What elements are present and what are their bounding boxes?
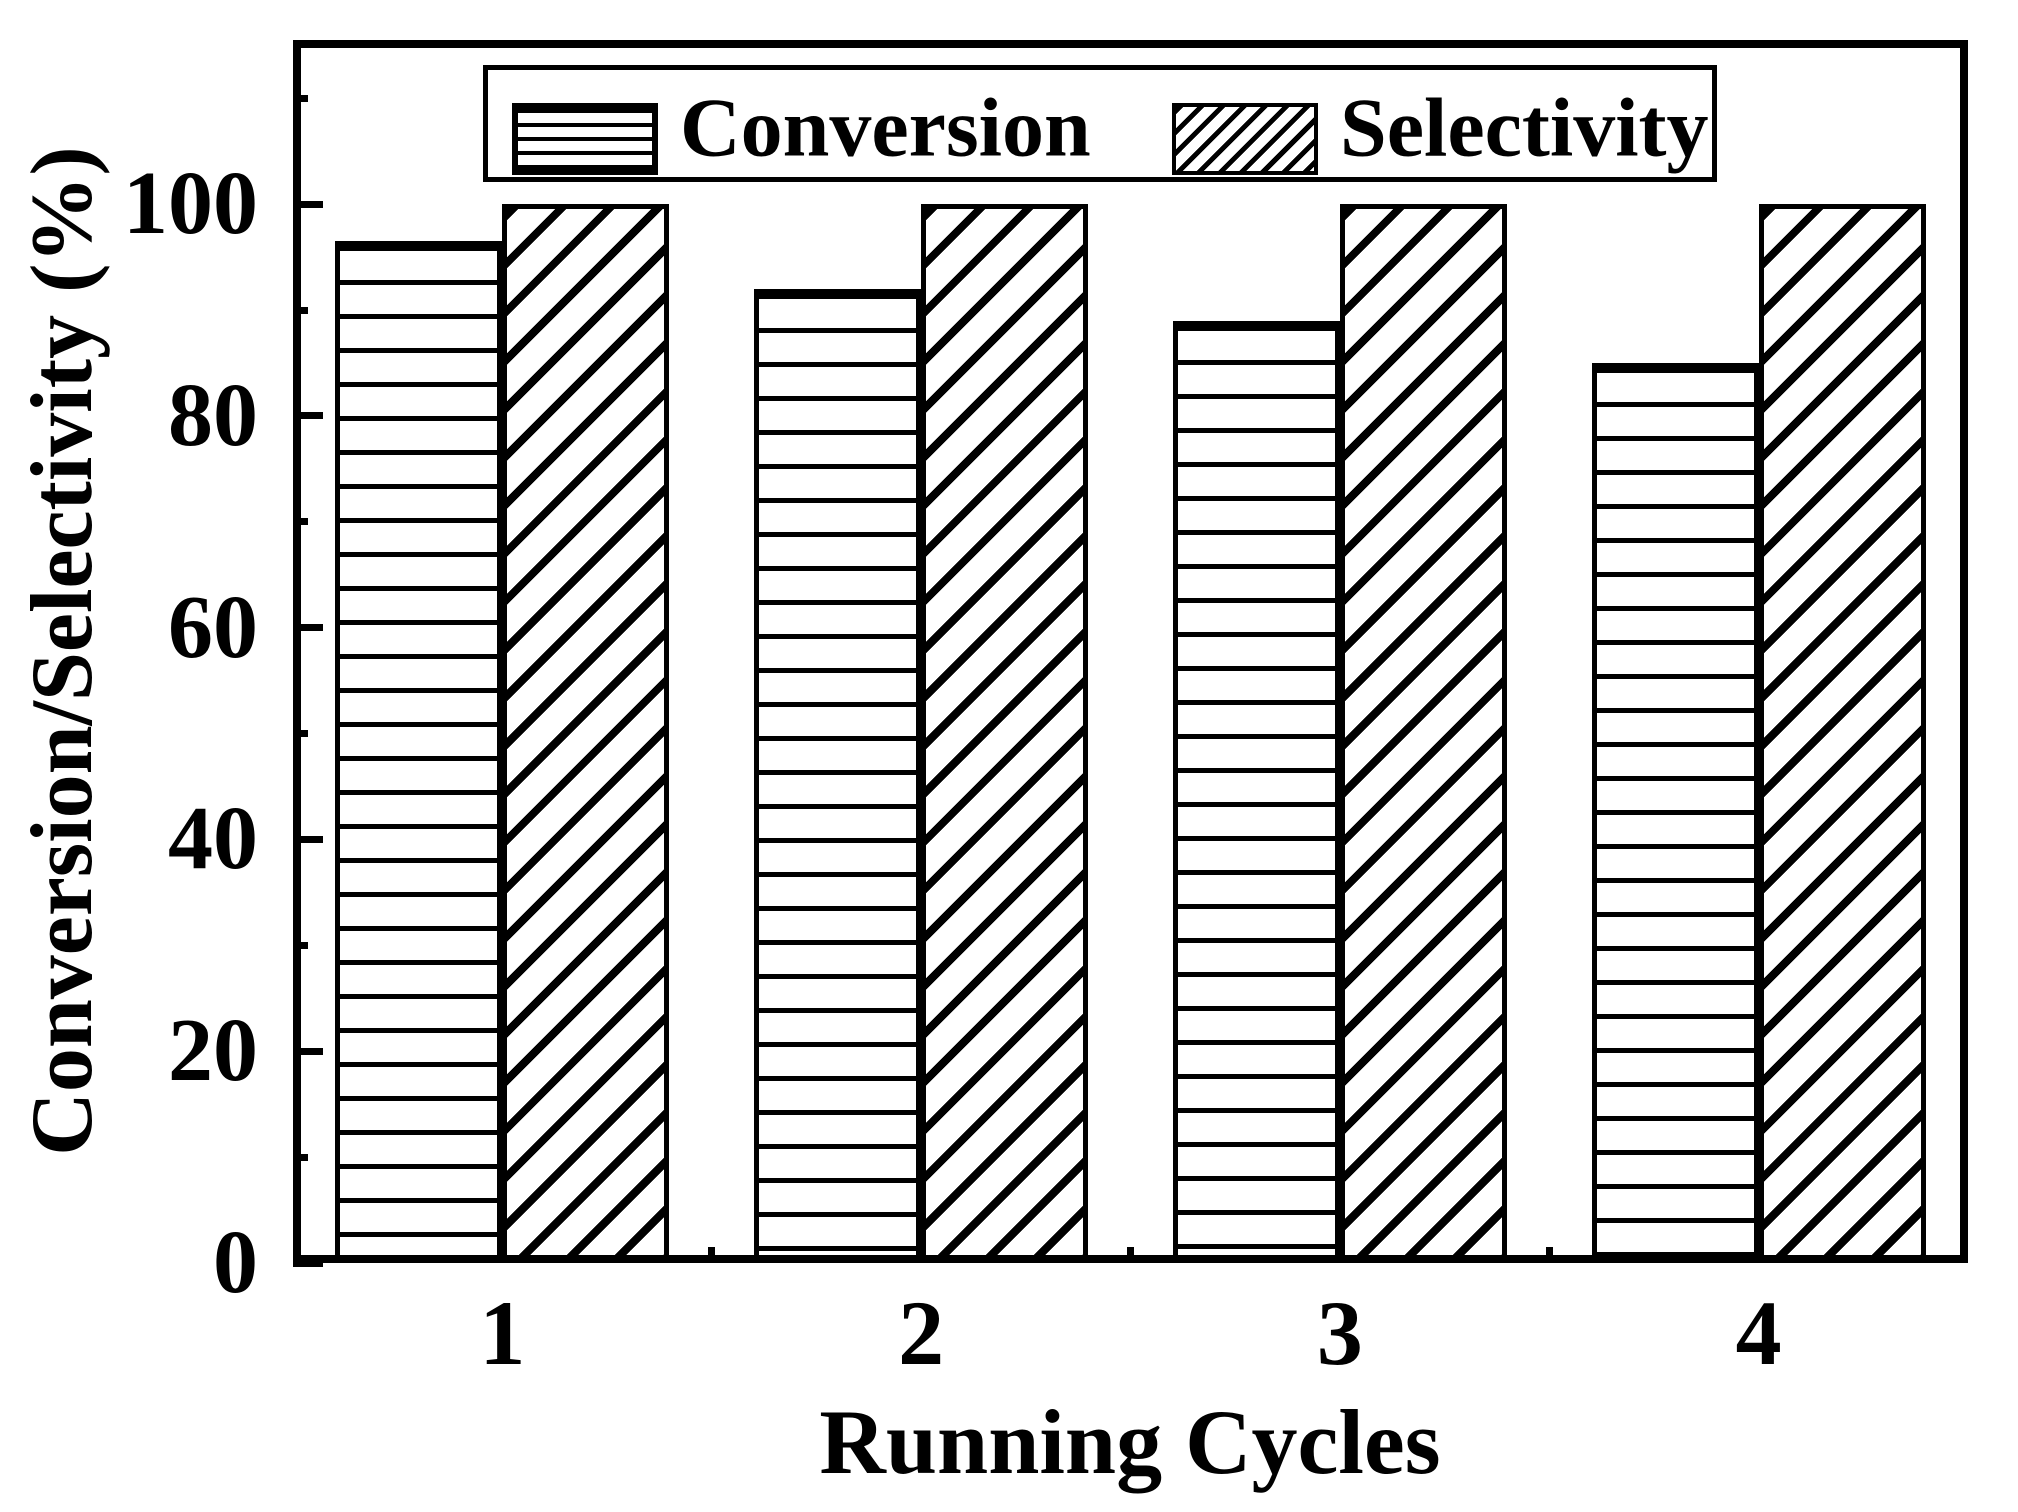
- y-tick-label: 80: [168, 365, 258, 465]
- x-tick-label-cycle-3: 3: [1316, 1282, 1363, 1384]
- x-axis-minor-tick: [1127, 1247, 1134, 1263]
- y-tick-label: 40: [168, 789, 258, 889]
- y-axis-major-tick: [293, 412, 323, 420]
- y-axis-major-tick: [293, 624, 323, 632]
- y-axis-minor-tick: [293, 941, 308, 949]
- bar-selectivity-cycle-2: [921, 204, 1089, 1263]
- legend-label-conversion: Conversion: [680, 81, 1091, 175]
- bar-conversion-cycle-4: [1591, 362, 1759, 1263]
- y-axis-minor-tick: [293, 730, 308, 738]
- y-axis-minor-tick: [293, 518, 308, 526]
- y-axis-minor-tick: [293, 94, 308, 102]
- y-axis-major-tick: [293, 200, 323, 208]
- y-axis-major-tick: [293, 1047, 323, 1055]
- legend-label-selectivity: Selectivity: [1340, 81, 1709, 175]
- bar-selectivity-cycle-1: [502, 204, 670, 1263]
- bar-selectivity-cycle-4: [1758, 204, 1926, 1263]
- x-axis-minor-tick: [1545, 1247, 1553, 1263]
- x-tick-label-cycle-1: 1: [479, 1282, 526, 1384]
- y-axis-minor-tick: [293, 1153, 308, 1161]
- y-axis-minor-tick: [293, 306, 308, 314]
- bar-conversion-cycle-2: [754, 288, 922, 1263]
- y-axis-major-tick: [293, 835, 323, 843]
- y-tick-label: 100: [123, 154, 258, 254]
- bar-conversion-cycle-3: [1172, 320, 1340, 1263]
- bar-selectivity-cycle-3: [1339, 204, 1507, 1263]
- bar-conversion-cycle-1: [335, 241, 503, 1263]
- x-axis-title: Running Cycles: [819, 1391, 1441, 1493]
- legend-swatch-selectivity-hatch-icon: [1172, 103, 1318, 175]
- y-tick-label: 0: [213, 1213, 258, 1312]
- y-axis-major-tick: [293, 1259, 323, 1267]
- x-tick-label-cycle-4: 4: [1735, 1282, 1782, 1384]
- legend: Conversion Selectivity: [483, 65, 1717, 182]
- legend-swatch-conversion-hatch-icon: [512, 103, 658, 175]
- plot-area: Conversion Selectivity: [293, 40, 1968, 1267]
- x-axis-minor-tick: [708, 1247, 716, 1263]
- y-tick-label: 20: [168, 1001, 258, 1101]
- x-tick-label-cycle-2: 2: [898, 1282, 945, 1384]
- y-tick-label: 60: [168, 577, 258, 677]
